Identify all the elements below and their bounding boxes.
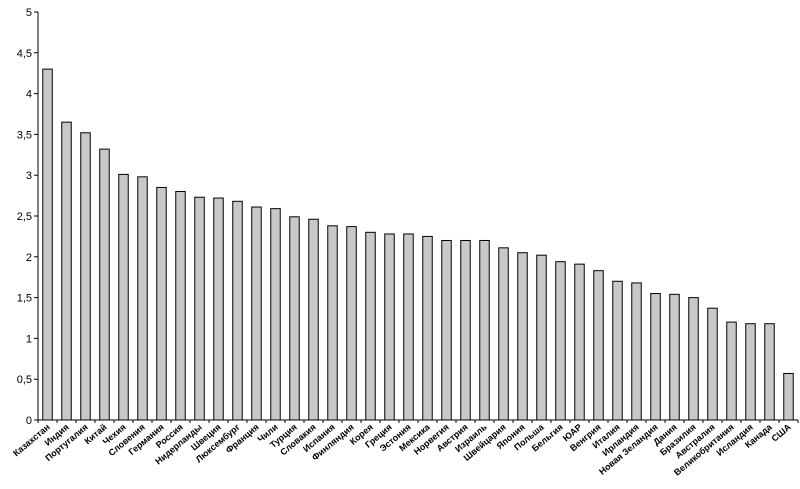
bar [80,132,91,421]
y-tick-label: 2 [26,252,32,264]
bar [612,280,623,421]
bar [384,233,395,421]
category-labels: КазахстанИндияПортугалияКитайЧехияСловен… [11,420,799,478]
bar [308,218,319,421]
bar [194,196,205,421]
bars [42,68,794,421]
y-tick-label: 3,5 [17,129,32,141]
y-tick-label: 4,5 [17,48,32,60]
bar [498,247,509,421]
bar [137,176,148,421]
y-tick-label: 1 [26,333,32,345]
bar [327,225,338,421]
y-tick-label: 4 [26,89,32,101]
bar [175,191,186,421]
bar [688,297,699,421]
bar [574,263,585,421]
y-tick-label: 5 [26,7,32,19]
bar [536,254,547,421]
bar [460,239,471,421]
bar [346,226,357,421]
bar [270,208,281,421]
bar [631,282,642,421]
bar [118,173,129,421]
bar [745,323,756,421]
bar [289,216,300,421]
bar [783,372,794,421]
y-tick-label: 2,5 [17,211,32,223]
bar [441,239,452,421]
y-tick-label: 1,5 [17,293,32,305]
bar [669,293,680,421]
y-tick-label: 0,5 [17,374,32,386]
bar [517,252,528,421]
category-label: США [769,422,793,444]
bar [593,270,604,421]
bar [422,235,433,421]
bar [764,323,775,421]
bar [726,321,737,421]
bar [365,231,376,421]
bar [213,197,224,421]
bar [232,200,243,421]
bar [251,206,262,421]
bar [403,233,414,421]
bar [156,186,167,421]
y-tick-label: 0 [26,415,32,427]
bar [650,293,661,421]
y-tick-label: 3 [26,170,32,182]
bar [99,148,110,421]
bar [61,121,72,421]
bar [42,68,53,421]
bar [479,239,490,421]
bar [555,261,566,421]
bar [707,307,718,421]
